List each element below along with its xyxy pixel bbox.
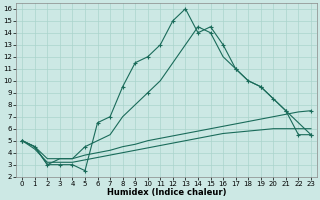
X-axis label: Humidex (Indice chaleur): Humidex (Indice chaleur) — [107, 188, 226, 197]
